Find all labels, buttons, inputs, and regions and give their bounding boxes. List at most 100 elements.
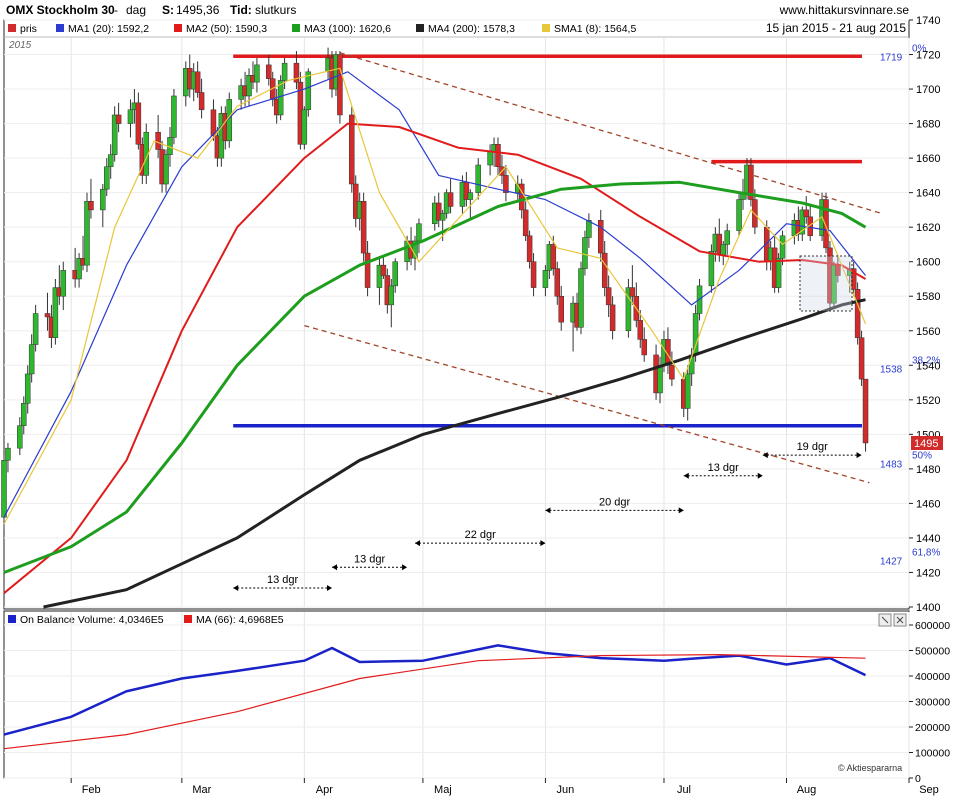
annotation-arrowhead [856, 452, 862, 459]
x-tick-label: Aug [797, 784, 817, 796]
candle-body [111, 114, 118, 155]
candle-body [198, 92, 205, 111]
y-tick-label: 1640 [916, 188, 940, 200]
y-tick-label: 1520 [916, 395, 940, 407]
candle-body [435, 202, 442, 221]
legend-swatch [8, 24, 16, 32]
candle-body [447, 192, 454, 207]
trend-line [304, 324, 870, 484]
candle-body [724, 230, 730, 245]
annotation-label: 13 dgr [267, 574, 299, 586]
period-label: dag [126, 3, 146, 17]
candle-body [550, 244, 557, 269]
annotation-arrowhead [678, 507, 684, 514]
candle-body [803, 209, 809, 218]
candle-body [360, 201, 367, 254]
moving-average-line [3, 67, 867, 525]
legend-label: MA4 (200): 1578,3 [428, 23, 515, 35]
y-tick-label: 1580 [916, 291, 940, 303]
x-tick-label: Jun [557, 784, 575, 796]
candle-body [24, 373, 31, 404]
candle-body [380, 264, 387, 276]
obv-legend-swatch [184, 615, 192, 623]
candle-body [475, 164, 481, 193]
price-value: 1495,36 [176, 3, 220, 17]
title-dash: - [114, 3, 118, 17]
obv-y-tick-label: 100000 [915, 748, 950, 760]
candle-body [127, 109, 134, 124]
x-tick-label: Feb [82, 784, 101, 796]
close-icon[interactable] [893, 613, 907, 627]
candle-body [586, 220, 592, 238]
y-tick-label: 1700 [916, 84, 940, 96]
candle-body [88, 201, 94, 211]
obv-y-tick-label: 0 [915, 773, 921, 785]
candle-body [28, 344, 35, 375]
y-tick-label: 1660 [916, 153, 940, 165]
y-tick-label: 1740 [916, 15, 940, 27]
annotation-arrowhead [545, 507, 551, 514]
candle-body [388, 285, 395, 306]
candle-body [171, 95, 177, 138]
obv-legend-swatch [8, 615, 16, 623]
annotation-arrowhead [332, 564, 338, 571]
annotation-arrowhead [415, 540, 421, 547]
candle-body [775, 258, 782, 288]
date-range: 15 jan 2015 - 21 aug 2015 [766, 21, 906, 35]
x-tick-label: Apr [316, 784, 333, 796]
fib-level-percent: 50% [912, 451, 932, 462]
candle-body [210, 109, 217, 136]
candle-body [76, 258, 82, 280]
moving-average-line [3, 71, 866, 518]
obv-legend-label: On Balance Volume: 4,0346E5 [20, 614, 164, 626]
candle-body [293, 62, 300, 83]
candle-body [554, 268, 561, 297]
selection-box[interactable] [799, 255, 853, 312]
annotation-label: 13 dgr [708, 462, 740, 474]
candle-body [281, 62, 288, 81]
y-tick-label: 1480 [916, 464, 940, 476]
candle-body [32, 313, 39, 345]
candle-body [601, 252, 608, 288]
site-url[interactable]: www.hittakursvinnare.se [779, 3, 910, 17]
candle-body [542, 270, 549, 288]
candle-body [301, 109, 308, 145]
obv-y-tick-label: 500000 [915, 646, 950, 658]
annotation-label: 19 dgr [797, 441, 829, 453]
candle-body [104, 166, 110, 190]
candle-body [115, 114, 122, 124]
obv-line [3, 644, 867, 736]
x-tick-label: Jul [677, 784, 691, 796]
legend-label: MA3 (100): 1620,6 [304, 23, 391, 35]
annotation-label: 13 dgr [354, 553, 386, 565]
candle-body [17, 425, 23, 449]
candle-body [44, 313, 51, 318]
x-tick-label: Maj [434, 784, 452, 796]
candle-body [60, 270, 67, 297]
y-tick-label: 1680 [916, 119, 940, 131]
candle-body [708, 251, 715, 287]
moving-average-line [3, 122, 867, 594]
candle-body [669, 365, 675, 380]
obv-y-tick-label: 400000 [915, 671, 950, 683]
candle-body [254, 64, 260, 83]
candle-body [692, 313, 699, 356]
moving-averages [3, 67, 867, 609]
candle-body [637, 320, 644, 340]
candle-body [487, 150, 493, 166]
candle-body [392, 261, 398, 287]
candle-body [605, 287, 612, 306]
legend-label: MA2 (50): 1590,3 [186, 23, 267, 35]
candle-body [364, 252, 371, 288]
copyright: © Aktiespararna [838, 763, 902, 773]
obv-y-tick-label: 200000 [915, 722, 950, 734]
candle-body [720, 244, 727, 256]
candle-body [5, 447, 11, 461]
candle-body [736, 199, 742, 231]
zoom-icon[interactable] [878, 613, 892, 627]
candle-body [266, 64, 272, 79]
candle-body [1, 460, 7, 518]
candle-body [597, 220, 604, 254]
candle-body [305, 71, 312, 111]
